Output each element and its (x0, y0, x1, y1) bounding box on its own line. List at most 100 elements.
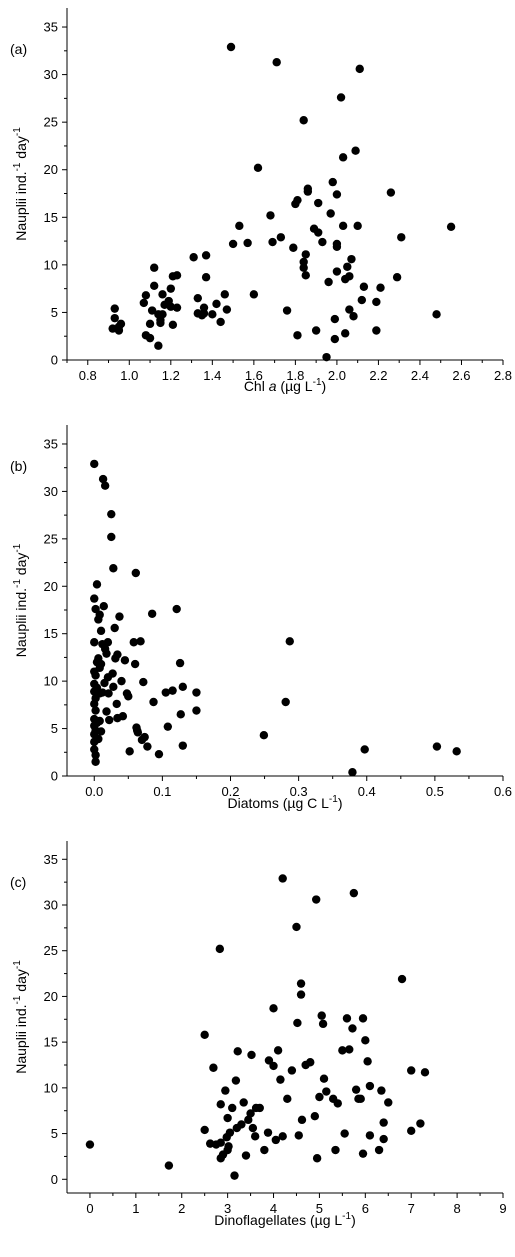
data-point (91, 757, 100, 766)
y-tick-label: 30 (44, 484, 58, 499)
data-point (379, 1118, 388, 1127)
data-point (112, 699, 121, 709)
data-point (259, 731, 269, 740)
data-point (208, 310, 217, 319)
data-point (348, 768, 357, 777)
y-tick-label: 5 (51, 721, 58, 736)
data-point (215, 944, 225, 954)
y-tick-label: 0 (51, 353, 58, 368)
data-point (351, 1085, 361, 1094)
y-tick-label: 35 (44, 20, 58, 35)
data-point (94, 734, 103, 744)
x-tick-label: 0.6 (494, 784, 512, 799)
x-axis-label: Chl a (µg L-1) (244, 377, 326, 394)
data-point (332, 267, 342, 276)
data-point (306, 1058, 315, 1067)
data-point (333, 1099, 342, 1108)
data-point (392, 273, 402, 282)
y-tick-label: 0 (51, 1172, 58, 1187)
x-tick-label: 0.4 (358, 784, 376, 799)
data-point (90, 638, 99, 647)
data-point (374, 1145, 384, 1155)
data-point (192, 706, 201, 715)
y-tick-label: 20 (44, 579, 58, 594)
data-point (301, 271, 310, 280)
data-point (255, 1103, 264, 1113)
data-point (147, 609, 157, 618)
data-point (338, 221, 348, 231)
y-axis-label: Nauplii ind.-1 day-1 (12, 543, 29, 657)
data-point (386, 188, 396, 197)
data-point (299, 263, 308, 272)
data-point (228, 239, 238, 249)
data-point (355, 64, 364, 74)
data-point (107, 509, 116, 519)
data-point (347, 254, 356, 264)
data-point (360, 745, 369, 754)
data-point (278, 1132, 287, 1141)
data-point (338, 153, 348, 162)
data-point (90, 459, 99, 469)
data-point (113, 650, 122, 659)
data-point (143, 742, 152, 751)
data-point (90, 594, 99, 603)
data-point (446, 222, 456, 232)
y-tick-label: 5 (51, 305, 58, 320)
y-tick-label: 15 (44, 210, 58, 225)
data-point (224, 1142, 233, 1151)
data-point (145, 333, 155, 343)
data-point (358, 1149, 368, 1158)
data-point (225, 1128, 235, 1137)
x-tick-label: 4 (270, 1201, 277, 1216)
x-axis-label: Dinoflagellates (µg L-1) (214, 1211, 356, 1228)
data-point (237, 1120, 246, 1129)
panel-b: 0.0 0.1 0.2 0.3 0.4 0.5 0.6 0 5 10 15 20 25 30 35 (b) Di… (10, 425, 512, 811)
data-point (107, 532, 116, 542)
y-tick-label: 15 (44, 1035, 58, 1050)
data-point (407, 1066, 416, 1075)
y-tick-label: 10 (44, 257, 58, 272)
data-point (249, 290, 259, 299)
data-point (384, 1098, 393, 1107)
data-point (266, 211, 275, 220)
data-point (250, 1132, 260, 1141)
data-point (357, 295, 367, 305)
data-point (293, 195, 302, 205)
data-point (139, 677, 148, 687)
data-point (117, 676, 126, 686)
data-point (168, 686, 177, 695)
data-point (310, 1112, 320, 1121)
x-tick-label: 1.0 (120, 368, 138, 383)
data-point (260, 1145, 269, 1155)
data-point (263, 1128, 273, 1137)
data-point (287, 1066, 297, 1075)
data-point (230, 1171, 239, 1180)
data-point (314, 198, 323, 208)
data-point (289, 243, 298, 252)
data-point (200, 1125, 209, 1135)
data-point (317, 1011, 326, 1020)
data-point (216, 1100, 225, 1109)
data-point (92, 580, 102, 589)
x-tick-label: 2.6 (452, 368, 470, 383)
data-point (124, 692, 133, 701)
data-point (331, 1145, 340, 1155)
data-point (220, 290, 229, 299)
y-tick-label: 15 (44, 626, 58, 641)
x-tick-label: 5 (316, 1201, 323, 1216)
data-point (91, 671, 100, 680)
data-point (452, 747, 461, 756)
panel-label: (b) (10, 458, 27, 474)
data-point (178, 741, 188, 750)
data-point (328, 177, 337, 187)
data-point (130, 659, 140, 669)
x-tick-label: 2.4 (411, 368, 429, 383)
data-point (312, 1154, 322, 1163)
data-point (150, 263, 159, 272)
data-point (108, 669, 117, 678)
data-point (109, 564, 118, 573)
data-point (348, 1024, 357, 1033)
data-point (322, 352, 331, 362)
data-point (276, 233, 286, 242)
